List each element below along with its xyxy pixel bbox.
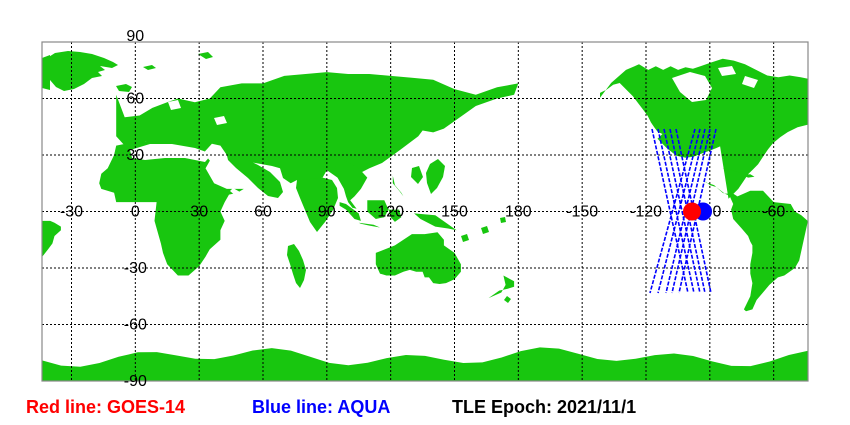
svg-text:90: 90 [318,204,336,221]
svg-text:-60: -60 [762,204,785,221]
svg-text:-30: -30 [124,260,147,277]
svg-text:-150: -150 [566,204,598,221]
svg-text:30: 30 [190,204,208,221]
svg-text:120: 120 [377,204,404,221]
svg-text:-30: -30 [60,204,83,221]
svg-text:150: 150 [441,204,468,221]
svg-text:-90: -90 [124,373,147,390]
svg-text:-120: -120 [630,204,662,221]
svg-text:90: 90 [126,28,144,45]
svg-text:60: 60 [254,204,272,221]
svg-text:0: 0 [131,204,140,221]
svg-text:60: 60 [126,91,144,108]
svg-text:-60: -60 [124,317,147,334]
svg-text:30: 30 [126,147,144,164]
svg-text:180: 180 [505,204,532,221]
